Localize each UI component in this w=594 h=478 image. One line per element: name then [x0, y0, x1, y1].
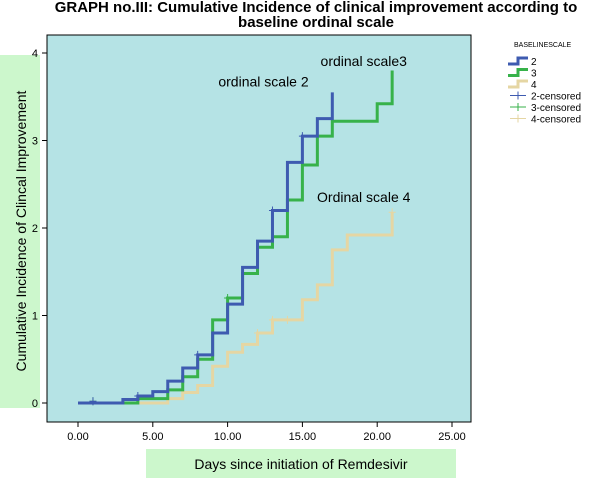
y-tick-label: 2: [32, 223, 38, 235]
series-2-censor-mark: [89, 397, 97, 406]
legend: BASELINESCALE 2342-censored3-censored4-c…: [508, 42, 581, 126]
annotation-label: ordinal scale3: [321, 53, 408, 69]
annotation-label: Ordinal scale 4: [317, 189, 411, 205]
legend-swatch-2: [508, 56, 528, 66]
series-3-censor-mark: [224, 294, 232, 302]
series-2-censor-mark: [194, 350, 202, 359]
x-tick-label: 0.00: [67, 431, 88, 443]
legend-title: BASELINESCALE: [514, 42, 572, 49]
series-4-censor-mark: [388, 208, 396, 217]
legend-label-3: 3: [531, 69, 537, 80]
y-tick-label: 1: [32, 311, 38, 323]
series-2-line: [78, 92, 334, 405]
legend-censor-swatch-3: [510, 103, 526, 111]
series-layer: [78, 70, 396, 406]
legend-censor-swatch-4: [510, 114, 526, 123]
chart-title-line-2: baseline ordinal scale: [238, 14, 394, 31]
x-axis-label-background: [146, 449, 456, 478]
legend-censor-swatch-2: [510, 91, 526, 100]
annotation-label: ordinal scale 2: [218, 73, 308, 89]
legend-swatch-4: [508, 79, 528, 89]
legend-censor-label-3: 3-censored: [531, 103, 581, 114]
axis-ticks: 0.00 5.00 10.00 15.00 20.00 25.00 0 1 2 3 4: [32, 48, 466, 443]
x-tick-label: 25.00: [438, 431, 466, 443]
series-2-censor-mark: [268, 206, 276, 215]
legend-label-2: 2: [531, 57, 537, 68]
series-3-line: [78, 70, 394, 405]
legend-censor-label-2: 2-censored: [531, 92, 581, 103]
series-2-censor-mark: [134, 392, 142, 400]
x-tick-label: 5.00: [142, 431, 163, 443]
series-4-censor-mark: [268, 315, 276, 324]
y-axis-label-background: [0, 55, 40, 408]
legend-censor-label-4: 4-censored: [531, 115, 581, 126]
series-2-censor-mark: [298, 132, 306, 141]
chart-title-line-1: GRAPH no.III: Cumulative Incidence of cl…: [55, 0, 578, 16]
x-tick-label: 10.00: [214, 431, 242, 443]
y-tick-label: 0: [32, 398, 38, 410]
series-4-censor-mark: [283, 315, 291, 324]
legend-label-4: 4: [531, 80, 537, 91]
legend-swatch-3: [508, 68, 528, 77]
x-axis-label: Days since initiation of Remdesivir: [194, 456, 408, 472]
y-tick-label: 3: [32, 136, 38, 148]
x-tick-label: 20.00: [363, 431, 391, 443]
series-4-censor-mark: [254, 329, 262, 337]
annotation-layer: ordinal scale 2 ordinal scale3 Ordinal sca…: [218, 53, 410, 205]
plot-area: [46, 34, 472, 423]
series-4-line: [78, 212, 394, 405]
y-axis-label: Cumulative Incidence of Clincal Improvem…: [13, 90, 29, 371]
x-tick-label: 15.00: [289, 431, 317, 443]
y-tick-label: 4: [32, 48, 38, 60]
